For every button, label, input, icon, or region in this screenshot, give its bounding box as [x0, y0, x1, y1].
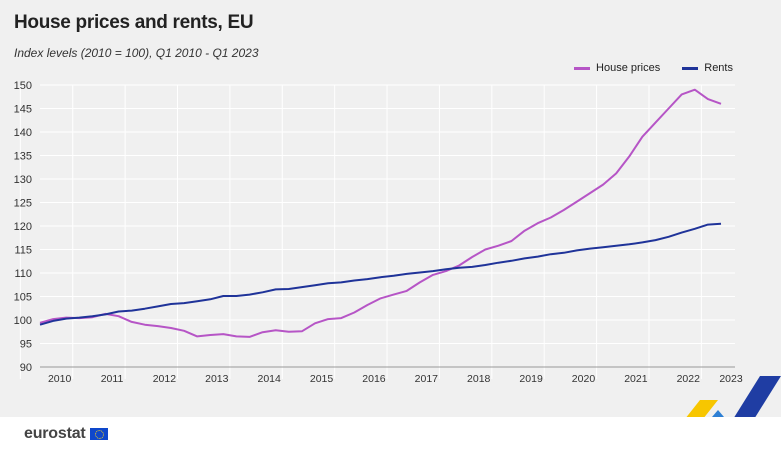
x-tick-label: 2014	[258, 373, 282, 385]
x-tick-label: 2015	[310, 373, 334, 385]
x-axis: 2010 2011 2012 2013 2014 2015 2016 2017 2018 2019…	[40, 366, 743, 385]
legend-label-house-prices: House prices	[596, 62, 661, 74]
eurostat-logo: eurostat	[24, 425, 108, 443]
y-tick-label: 110	[14, 268, 32, 280]
y-tick-label: 145	[14, 104, 32, 116]
x-tick-label: 2011	[101, 373, 124, 385]
x-tick-label: 2016	[362, 373, 386, 385]
legend-swatch-rents	[682, 66, 699, 70]
legend-item-house-prices[interactable]: House prices	[574, 62, 660, 74]
x-tick-label: 2012	[153, 373, 177, 385]
legend-swatch-house-prices	[574, 66, 591, 70]
y-axis: 90 95 100 105 110 115 120 125 130 135 140 145 150	[14, 80, 32, 374]
y-tick-label: 130	[14, 174, 32, 186]
series-line-rents	[39, 222, 722, 326]
x-tick-label: 2017	[415, 373, 439, 385]
logo-text: eurostat	[24, 425, 86, 442]
eu-flag-icon	[89, 428, 108, 440]
line-chart: 90 95 100 105 110 115 120 125 130 135 140 145 150 20…	[14, 80, 781, 417]
y-tick-label: 120	[14, 221, 32, 233]
y-tick-label: 95	[20, 339, 32, 351]
y-tick-label: 135	[14, 151, 32, 163]
legend-item-rents[interactable]: Rents	[682, 62, 733, 74]
legend-label-rents: Rents	[704, 62, 733, 74]
x-tick-label: 2020	[572, 373, 596, 385]
x-tick-label: 2019	[519, 373, 543, 385]
y-tick-label: 140	[14, 127, 32, 139]
x-tick-label: 2013	[205, 373, 229, 385]
decorative-chevron-graphic	[686, 376, 781, 417]
chart-legend: House prices Rents	[574, 62, 733, 74]
x-tick-label: 2023	[719, 373, 743, 385]
y-tick-label: 125	[14, 198, 32, 210]
x-tick-label: 2022	[677, 373, 701, 385]
grid-lines	[19, 84, 735, 379]
series-lines	[39, 88, 722, 338]
y-tick-label: 150	[14, 80, 32, 92]
series-line-house-prices	[39, 88, 722, 338]
y-tick-label: 105	[14, 292, 32, 304]
x-tick-label: 2010	[48, 373, 72, 385]
y-tick-label: 100	[14, 315, 32, 327]
x-tick-label: 2018	[467, 373, 491, 385]
x-tick-label: 2021	[624, 373, 648, 385]
y-tick-label: 90	[20, 362, 32, 374]
footer-bar	[0, 417, 781, 457]
y-tick-label: 115	[14, 245, 32, 257]
chart-subtitle: Index levels (2010 = 100), Q1 2010 - Q1 …	[14, 46, 259, 60]
chart-title: House prices and rents, EU	[14, 12, 254, 33]
